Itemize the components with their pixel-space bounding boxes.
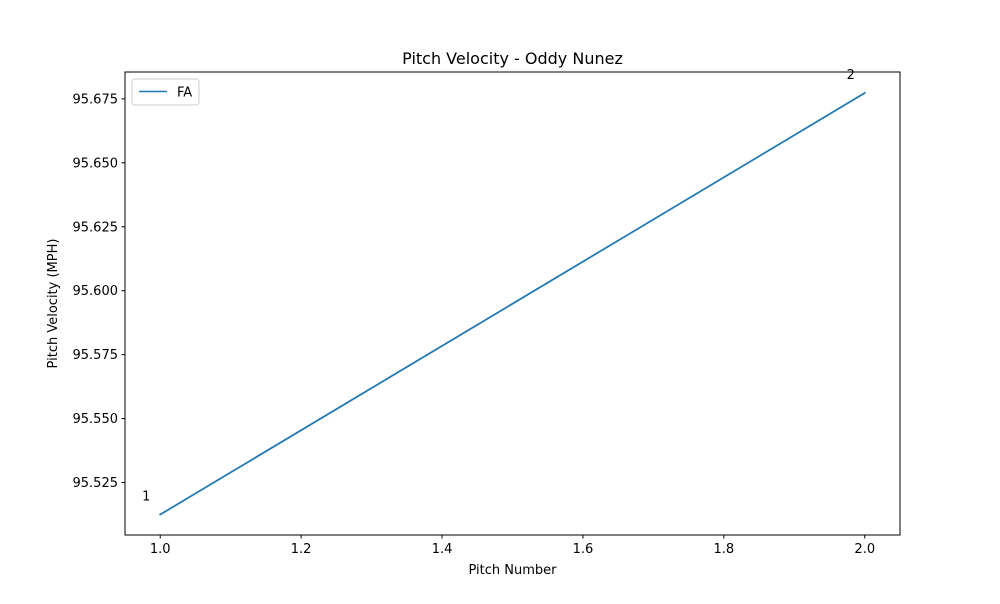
x-tick-label: 1.4: [432, 542, 453, 557]
legend: FA: [131, 78, 200, 106]
y-tick-label: 95.575: [73, 348, 119, 363]
x-tick-label: 1.2: [291, 542, 312, 557]
x-tick-label: 1.8: [714, 542, 735, 557]
y-axis-label: Pitch Velocity (MPH): [46, 239, 61, 369]
x-axis-label: Pitch Number: [468, 563, 557, 578]
legend-label-fa: FA: [177, 86, 192, 101]
point-annotation-1: 1: [142, 490, 150, 505]
series-layer: [159, 91, 866, 516]
y-axis-ticks: 95.525 95.550 95.575 95.600 95.625 95.650 95.6…: [73, 92, 125, 491]
x-tick-label: 1.0: [150, 542, 171, 557]
x-tick-label: 1.6: [573, 542, 594, 557]
y-tick-label: 95.625: [73, 220, 119, 235]
y-tick-label: 95.600: [73, 284, 119, 299]
x-axis-ticks: 1.0 1.2 1.4 1.6 1.8 2.0: [150, 535, 875, 557]
y-tick-label: 95.525: [73, 476, 119, 491]
annotation-layer: 12: [142, 68, 855, 505]
series-line-fa: [159, 91, 866, 516]
y-tick-label: 95.650: [73, 156, 119, 171]
x-tick-label: 2.0: [854, 542, 875, 557]
y-tick-label: 95.550: [73, 412, 119, 427]
plot-area-frame: [124, 71, 901, 536]
point-annotation-2: 2: [847, 68, 855, 83]
y-tick-label: 95.675: [73, 92, 119, 107]
chart-title: Pitch Velocity - Oddy Nunez: [402, 49, 623, 68]
